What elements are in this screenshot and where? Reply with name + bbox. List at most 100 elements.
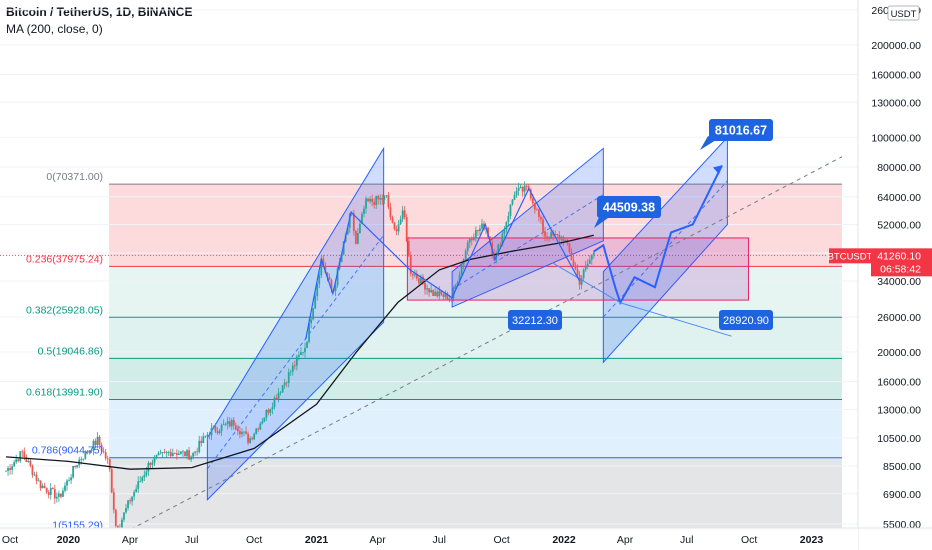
candle bbox=[590, 254, 593, 265]
candle-body bbox=[192, 452, 195, 457]
candle-body bbox=[576, 269, 579, 275]
candle-body bbox=[550, 232, 553, 239]
candle bbox=[432, 289, 435, 297]
candle bbox=[55, 492, 58, 503]
candle-body bbox=[440, 291, 443, 295]
candle-body bbox=[114, 509, 117, 526]
candle-body bbox=[151, 462, 154, 465]
swing-line bbox=[552, 262, 621, 304]
candle-body bbox=[62, 490, 64, 497]
candle-body bbox=[104, 452, 107, 459]
time-tick: Jul bbox=[185, 534, 198, 546]
candle-body bbox=[102, 451, 105, 453]
candle bbox=[295, 354, 298, 371]
candle bbox=[19, 451, 22, 464]
candle bbox=[64, 482, 66, 493]
candle-body bbox=[424, 282, 426, 290]
candle-body bbox=[129, 500, 131, 502]
candle-body bbox=[428, 288, 430, 293]
candle-body bbox=[308, 323, 310, 342]
candle bbox=[399, 215, 402, 225]
chart-legend: Bitcoin / TetherUS, 1D, BINANCE MA (200,… bbox=[6, 4, 192, 38]
candle-body bbox=[584, 266, 587, 270]
candle bbox=[253, 432, 256, 441]
price-tick: 5500.00 bbox=[883, 519, 921, 531]
candle-body bbox=[442, 294, 445, 297]
price-tick: 200000.00 bbox=[871, 40, 921, 52]
price-tick: 26000.00 bbox=[877, 312, 921, 324]
candle bbox=[129, 497, 131, 505]
fib-label: 0(70371.00) bbox=[46, 171, 103, 183]
candle bbox=[177, 450, 180, 456]
candle-body bbox=[108, 459, 111, 470]
candle bbox=[477, 229, 479, 236]
candle-body bbox=[367, 198, 369, 202]
candle bbox=[328, 273, 331, 280]
candle bbox=[371, 194, 374, 207]
candle-body bbox=[55, 496, 58, 499]
candle-body bbox=[226, 421, 229, 424]
candle bbox=[318, 270, 321, 289]
candle bbox=[440, 290, 443, 297]
candle bbox=[186, 449, 188, 460]
candle bbox=[106, 455, 109, 464]
unit-badge-box bbox=[887, 5, 920, 21]
candle bbox=[519, 184, 522, 189]
fib-label: 0.5(19046.86) bbox=[38, 345, 103, 357]
candle bbox=[82, 458, 85, 462]
candle-body bbox=[503, 229, 506, 234]
candle bbox=[222, 419, 225, 426]
candle-body bbox=[157, 453, 160, 456]
candle-body bbox=[399, 219, 402, 225]
current-price-value: 41260.10 bbox=[877, 250, 921, 262]
candle-body bbox=[273, 397, 276, 408]
unit-badge: USDT bbox=[887, 5, 920, 21]
candle bbox=[507, 211, 510, 226]
candle-body bbox=[57, 493, 60, 497]
candle-body bbox=[556, 233, 559, 236]
candle-body bbox=[359, 223, 361, 234]
candle bbox=[411, 273, 414, 280]
candle bbox=[420, 274, 422, 285]
candle bbox=[316, 283, 319, 301]
candle-body bbox=[369, 198, 371, 202]
candle bbox=[257, 427, 260, 433]
candle bbox=[584, 260, 587, 272]
support-callout-1-box bbox=[508, 310, 562, 330]
candle-body bbox=[249, 438, 251, 443]
candle-body bbox=[354, 231, 357, 244]
candle-body bbox=[401, 210, 404, 220]
candle-body bbox=[407, 241, 410, 256]
candle-body bbox=[328, 277, 331, 280]
candle-body bbox=[94, 440, 97, 446]
candle bbox=[300, 347, 302, 356]
target-callout-text: 81016.67 bbox=[715, 124, 767, 138]
candle bbox=[304, 342, 306, 358]
candle-body bbox=[385, 195, 388, 197]
candle-body bbox=[27, 461, 30, 462]
candle-body bbox=[5, 470, 7, 472]
callouts: 81016.67 44509.38 32212.30 28920.90 bbox=[508, 119, 773, 330]
candle-body bbox=[287, 372, 290, 383]
price-tick: 130000.00 bbox=[871, 97, 921, 109]
candle bbox=[232, 417, 235, 430]
candle-body bbox=[481, 223, 483, 229]
candle bbox=[167, 450, 170, 457]
candle bbox=[190, 455, 192, 463]
candle bbox=[570, 248, 573, 261]
candle-body bbox=[182, 451, 184, 453]
price-tick: 16000.00 bbox=[877, 377, 921, 389]
candle-body bbox=[25, 457, 28, 462]
candle bbox=[135, 484, 138, 493]
candle bbox=[100, 442, 103, 453]
candle-body bbox=[521, 186, 524, 192]
support-callout-1: 32212.30 bbox=[508, 310, 562, 330]
candle bbox=[62, 487, 64, 498]
candle bbox=[104, 448, 107, 461]
candle-body bbox=[542, 219, 544, 232]
candle-body bbox=[184, 451, 186, 457]
candle bbox=[277, 388, 280, 403]
candle bbox=[35, 471, 38, 485]
candle bbox=[196, 447, 199, 456]
